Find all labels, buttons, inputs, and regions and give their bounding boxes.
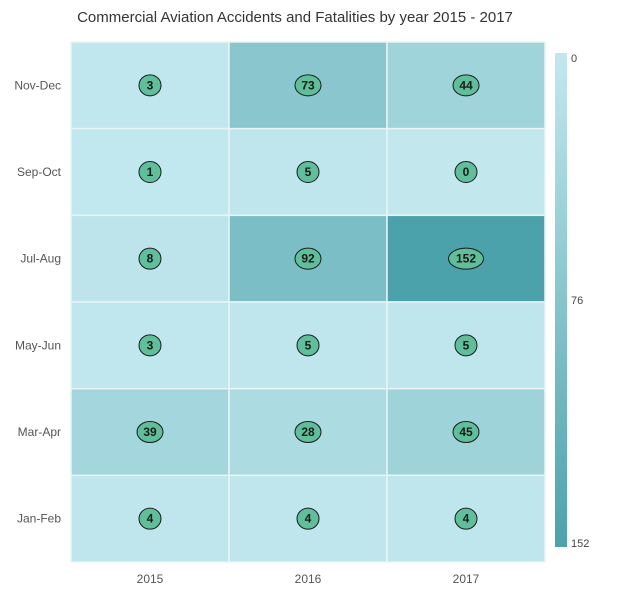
value-marker: [452, 74, 480, 97]
cell-value-label: 5: [305, 338, 312, 352]
value-marker: [448, 247, 484, 270]
x-tick-label: 2016: [295, 572, 322, 586]
cell-value-label: 39: [143, 425, 157, 439]
cell-value-label: 8: [147, 252, 154, 266]
y-tick-label: Nov-Dec: [14, 78, 61, 92]
color-scale-label: 76: [571, 295, 583, 307]
value-marker: [452, 421, 480, 443]
cell-value-label: 152: [456, 252, 476, 266]
cell-value-label: 3: [147, 78, 154, 92]
y-tick-label: Jan-Feb: [17, 512, 61, 526]
cell-value-label: 1: [147, 165, 154, 179]
value-marker: [454, 334, 478, 357]
cell-value-label: 0: [463, 165, 470, 179]
value-marker: [136, 421, 164, 443]
value-marker: [454, 507, 478, 530]
y-tick-label: May-Jun: [15, 338, 61, 352]
value-marker: [296, 161, 320, 183]
chart-title: Commercial Aviation Accidents and Fatali…: [77, 9, 513, 26]
y-tick-label: Sep-Oct: [17, 165, 62, 179]
x-tick-label: 2015: [137, 572, 164, 586]
cell-value-label: 5: [305, 165, 312, 179]
y-axis-labels: Nov-Dec Sep-Oct Jul-Aug May-Jun Mar-Apr Jan-F…: [14, 78, 61, 525]
cell-value-label: 44: [459, 78, 473, 92]
value-marker: [138, 334, 162, 357]
color-scale-legend: 0 76 152: [555, 53, 589, 550]
cell-value-label: 3: [147, 338, 154, 352]
x-tick-label: 2017: [453, 572, 480, 586]
color-scale-bar: [555, 53, 567, 547]
value-marker: [138, 74, 162, 97]
cell-value-label: 4: [463, 512, 470, 526]
cell-value-label: 4: [305, 512, 312, 526]
value-marker: [296, 334, 320, 357]
cell-value-label: 4: [147, 512, 154, 526]
y-tick-label: Mar-Apr: [18, 425, 61, 439]
cell-value-label: 28: [301, 425, 315, 439]
value-marker: [454, 161, 478, 183]
cell-value-label: 5: [463, 338, 470, 352]
value-marker: [294, 74, 322, 97]
x-axis-labels: 2015 2016 2017: [137, 572, 480, 586]
value-marker: [294, 247, 322, 270]
cell-value-label: 45: [459, 425, 473, 439]
value-marker: [138, 161, 162, 183]
value-marker: [138, 247, 162, 270]
value-marker: [296, 507, 320, 530]
value-marker: [294, 421, 322, 443]
y-tick-label: Jul-Aug: [20, 252, 61, 266]
cell-value-label: 92: [301, 252, 315, 266]
color-scale-label: 0: [571, 53, 577, 65]
value-marker: [138, 507, 162, 530]
color-scale-label: 152: [571, 538, 589, 550]
color-scale-labels: 0 76 152: [571, 53, 589, 550]
cell-value-label: 73: [301, 78, 315, 92]
